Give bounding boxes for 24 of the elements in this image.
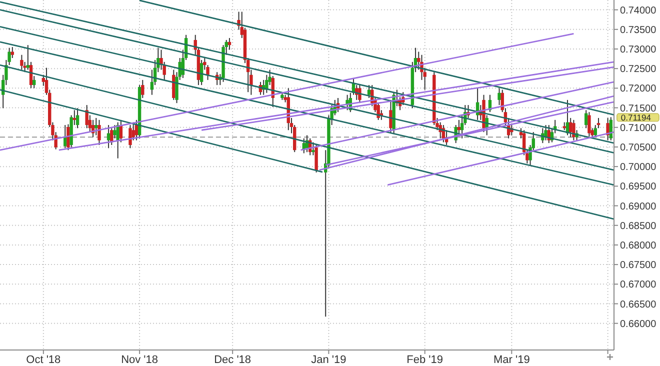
y-tick-label: 0.67000 bbox=[620, 280, 657, 291]
x-tick-label: Dec '18 bbox=[214, 354, 252, 366]
x-tick-label: Mar '19 bbox=[493, 354, 530, 366]
y-tick-label: 0.69500 bbox=[620, 182, 657, 193]
y-tick-label: 0.73000 bbox=[620, 44, 657, 56]
x-tick-label: Nov '18 bbox=[121, 354, 158, 366]
y-tick-label: 0.66000 bbox=[620, 318, 657, 330]
y-tick-label: 0.73500 bbox=[620, 24, 657, 36]
y-tick-label: 0.70000 bbox=[620, 162, 657, 174]
y-tick-label: 0.72000 bbox=[620, 84, 657, 95]
annotation: 0.71194 bbox=[620, 112, 652, 122]
y-tick-label: 0.66500 bbox=[620, 299, 657, 310]
y-tick-label: 0.71000 bbox=[620, 122, 657, 134]
y-tick-label: 0.68000 bbox=[620, 240, 657, 252]
y-tick-label: 0.69000 bbox=[620, 201, 657, 212]
y-tick-label: 0.71500 bbox=[620, 103, 657, 114]
y-tick-label: 0.72500 bbox=[620, 64, 657, 76]
x-tick-label: Jan '19 bbox=[311, 354, 346, 366]
x-tick-label: Feb '19 bbox=[406, 354, 444, 366]
y-tick-label: 0.74000 bbox=[620, 5, 657, 16]
y-tick-label: 0.70500 bbox=[620, 142, 657, 154]
x-tick-label: Oct '18 bbox=[26, 354, 61, 366]
y-tick-label: 0.68500 bbox=[620, 220, 657, 232]
y-tick-label: 0.67500 bbox=[620, 260, 657, 272]
